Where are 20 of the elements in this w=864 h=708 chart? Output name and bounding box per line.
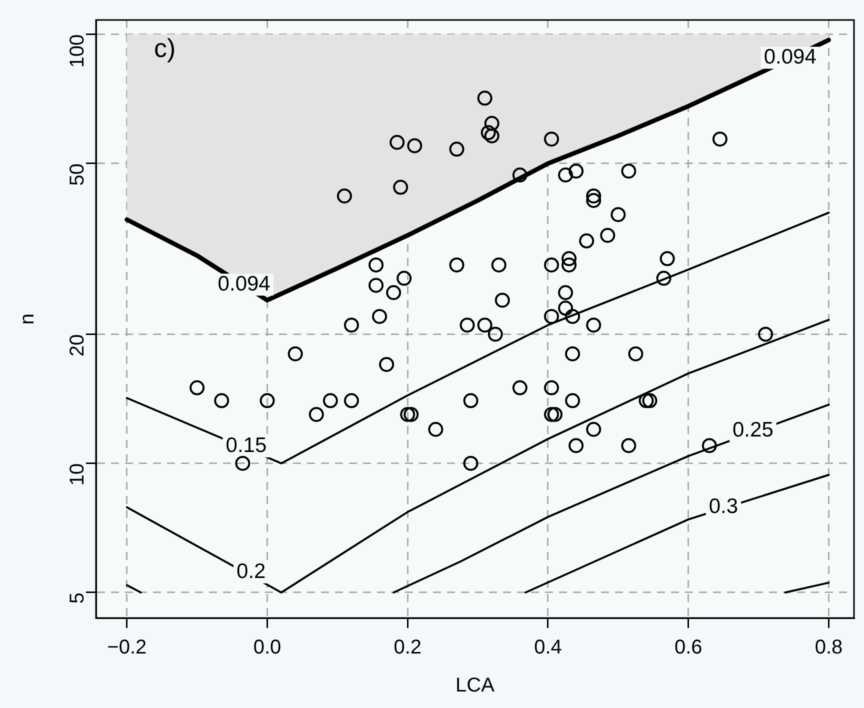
y-tick-label: 5 bbox=[66, 592, 89, 604]
x-tick-label: 0.0 bbox=[253, 636, 282, 659]
annotation: 0.15 bbox=[226, 434, 267, 458]
y-tick-label: 10 bbox=[66, 463, 89, 486]
y-tick-label: 100 bbox=[66, 34, 89, 68]
y-tick-label: 20 bbox=[66, 334, 89, 356]
x-tick-label: 0.6 bbox=[674, 636, 702, 659]
x-tick-label: −0.2 bbox=[107, 636, 147, 659]
x-tick-label: 0.4 bbox=[534, 636, 562, 659]
annotation: 0.25 bbox=[732, 418, 774, 442]
x-tick-label: 0.8 bbox=[814, 636, 843, 659]
annotation: c) bbox=[154, 33, 176, 64]
annotation: 0.3 bbox=[708, 495, 738, 518]
annotation: 0.2 bbox=[236, 560, 266, 584]
annotation: 0.094 bbox=[218, 272, 271, 296]
y-axis-title: n bbox=[16, 313, 39, 325]
x-tick-label: 0.2 bbox=[394, 636, 422, 659]
annotation: 0.094 bbox=[764, 46, 817, 69]
y-tick-label: 50 bbox=[66, 163, 89, 186]
x-axis-title: LCA bbox=[456, 674, 496, 697]
